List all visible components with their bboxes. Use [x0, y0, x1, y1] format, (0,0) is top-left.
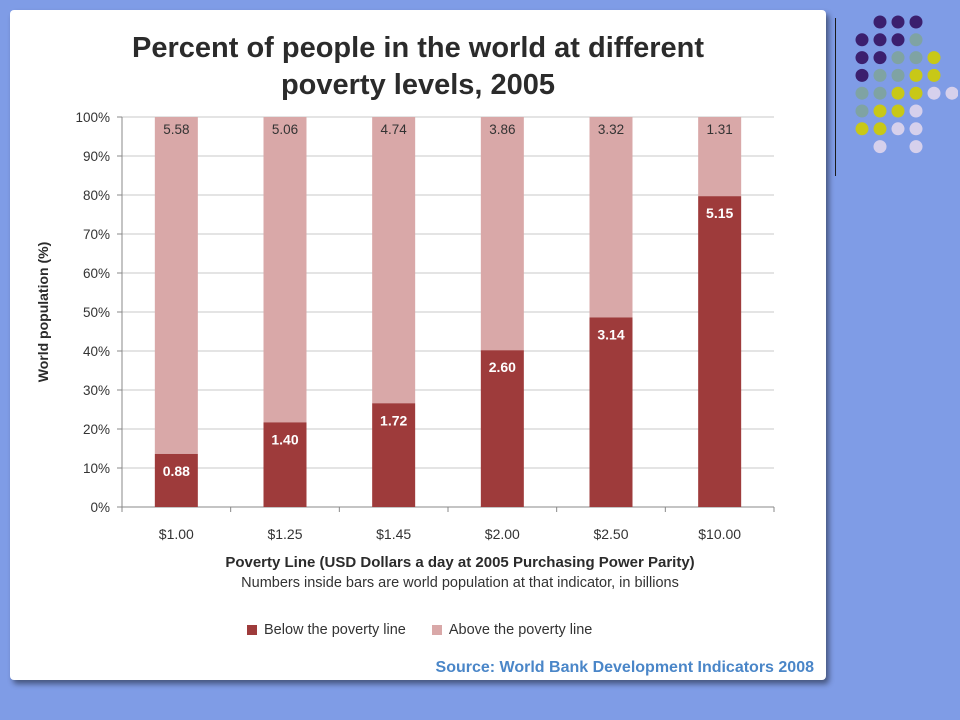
decorative-dot [927, 68, 941, 82]
decorative-dot [891, 104, 905, 118]
decorative-dot [909, 86, 923, 100]
data-label-below-0: 0.88 [163, 463, 190, 479]
data-label-below-2: 1.72 [380, 412, 407, 428]
y-tick-label: 10% [83, 461, 110, 476]
y-tick-label: 60% [83, 266, 110, 281]
bar-above-1 [263, 117, 307, 423]
bar-above-2 [372, 117, 416, 404]
decorative-dot [873, 122, 887, 136]
y-tick-label: 0% [90, 500, 110, 515]
chart-note: Numbers inside bars are world population… [241, 575, 679, 591]
decorative-dot [855, 122, 869, 136]
decorative-dot [909, 51, 923, 65]
data-label-above-1: 5.06 [272, 122, 298, 137]
decorative-dot [873, 68, 887, 82]
y-tick-label: 40% [83, 344, 110, 359]
bar-above-0 [154, 117, 198, 454]
y-tick-label: 50% [83, 305, 110, 320]
chart-title: Percent of people in the world at differ… [50, 30, 786, 104]
decorative-dot [927, 86, 941, 100]
decorative-dot [909, 122, 923, 136]
decorative-dot [891, 15, 905, 29]
decorative-dot [873, 86, 887, 100]
legend-label-above: Above the poverty line [448, 622, 593, 638]
decorative-dot [909, 15, 923, 29]
decorative-dot [855, 51, 869, 65]
y-tick-label: 80% [83, 188, 110, 203]
data-label-below-5: 5.15 [706, 205, 733, 221]
decorative-dot [855, 104, 869, 118]
decorative-dot [909, 140, 923, 154]
decorative-dot [891, 51, 905, 65]
x-tick-label: $1.00 [159, 526, 194, 542]
chart-title-line2: poverty levels, 2005 [280, 69, 556, 101]
decorative-dot [909, 33, 923, 47]
bar-chart: 0% 10% 20% 30% 40% 50% 60% 70% 80% 90% 100% World p… [35, 110, 775, 542]
data-label-above-4: 3.32 [598, 122, 624, 137]
data-label-above-0: 5.58 [163, 122, 189, 137]
chart-title-line1: Percent of people in the world at differ… [132, 32, 704, 64]
decorative-dot [909, 104, 923, 118]
decorative-dot [891, 86, 905, 100]
decorative-dot [927, 51, 941, 65]
y-tick-label: 20% [83, 422, 110, 437]
legend-item-above: Above the poverty line [431, 622, 593, 638]
decorative-dot [891, 68, 905, 82]
x-tick-label: $2.50 [593, 526, 628, 542]
x-tick-label: $2.00 [485, 526, 520, 542]
legend-swatch-below [247, 625, 257, 635]
decorative-dot [891, 122, 905, 136]
data-label-above-2: 4.74 [381, 122, 408, 137]
data-label-below-4: 3.14 [597, 326, 624, 342]
decorative-dot-grid [855, 15, 958, 154]
y-tick-label: 100% [75, 110, 110, 125]
y-tick-label: 30% [83, 383, 110, 398]
bar-above-4 [589, 117, 633, 318]
decorative-dot [855, 33, 869, 47]
legend-item-below: Below the poverty line [247, 622, 406, 638]
bar-below-1 [263, 422, 307, 507]
bar-above-3 [480, 117, 524, 351]
x-tick-label: $10.00 [698, 526, 741, 542]
x-axis-label: Poverty Line (USD Dollars a day at 2005 … [225, 554, 695, 571]
decorative-dot [945, 86, 958, 100]
data-label-above-3: 3.86 [489, 122, 515, 137]
data-label-above-5: 1.31 [707, 122, 733, 137]
data-label-below-3: 2.60 [489, 359, 516, 375]
y-axis-label: World population (%) [35, 242, 51, 383]
legend-swatch-above [431, 625, 442, 635]
y-tick-label: 70% [83, 227, 110, 242]
decorative-dot [855, 86, 869, 100]
source-credit: Source: World Bank Development Indicator… [435, 659, 814, 676]
decorative-dot [891, 33, 905, 47]
decorative-dot [873, 51, 887, 65]
bar-below-2 [372, 403, 416, 507]
decorative-dot [855, 68, 869, 82]
decorative-dot [873, 15, 887, 29]
x-tick-label: $1.45 [376, 526, 411, 542]
chart-legend: Below the poverty line Above the poverty… [247, 622, 592, 638]
decorative-dot [909, 68, 923, 82]
chart-card: 0% 10% 20% 30% 40% 50% 60% 70% 80% 90% 100% World p… [10, 10, 826, 680]
bar-above-5 [698, 117, 742, 197]
bar-below-3 [480, 350, 524, 507]
legend-label-below: Below the poverty line [264, 622, 406, 638]
decorative-dot [873, 33, 887, 47]
decorative-dot [873, 140, 887, 154]
x-tick-label: $1.25 [267, 526, 302, 542]
decorative-dot [873, 104, 887, 118]
bar-below-4 [589, 317, 633, 507]
y-tick-label: 90% [83, 149, 110, 164]
data-label-below-1: 1.40 [271, 431, 298, 447]
decorative-divider [835, 18, 836, 176]
bar-below-0 [154, 453, 198, 507]
bar-below-5 [698, 196, 742, 508]
